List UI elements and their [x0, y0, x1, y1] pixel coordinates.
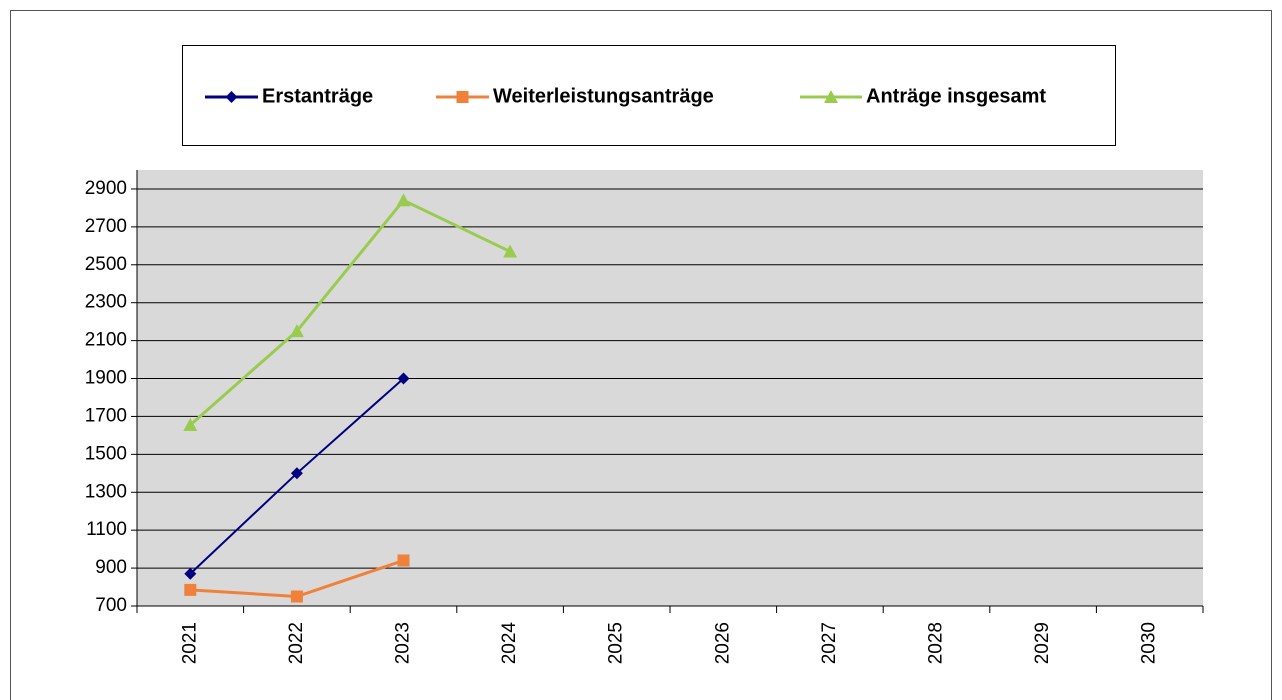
x-tick-label: 2021: [179, 622, 200, 664]
y-tick-label: 1100: [86, 519, 127, 540]
y-tick-label: 2500: [85, 254, 127, 275]
y-tick-label: 1700: [85, 405, 127, 426]
y-tick-label: 900: [95, 557, 127, 578]
data-point: [289, 324, 304, 338]
plot-area: [137, 170, 1203, 606]
y-tick-label: 1900: [85, 368, 127, 389]
y-tick-label: 2300: [85, 292, 127, 313]
data-point: [397, 372, 410, 385]
legend-marker: [456, 91, 469, 103]
x-tick-label: 2026: [712, 622, 733, 664]
y-tick-label: 2700: [85, 216, 127, 237]
y-tick-label: 2100: [85, 330, 127, 351]
y-tick-label: 1300: [85, 481, 127, 502]
x-tick-label: 2023: [393, 622, 414, 664]
legend-label: Erstanträge: [262, 85, 373, 107]
data-point: [396, 193, 411, 207]
x-tick-label: 2024: [499, 622, 520, 665]
data-point: [184, 583, 197, 596]
data-point: [397, 554, 410, 567]
x-tick-label: 2022: [286, 622, 307, 664]
x-tick-label: 2029: [1032, 622, 1053, 664]
legend-marker: [824, 90, 838, 103]
legend-marker: [225, 91, 238, 103]
y-tick-label: 2900: [85, 178, 127, 199]
legend-box: [182, 45, 1116, 146]
data-point: [184, 567, 197, 580]
y-tick-label: 700: [95, 595, 127, 616]
y-tick-label: 1500: [85, 443, 127, 464]
x-tick-label: 2027: [819, 622, 840, 664]
data-point: [503, 244, 518, 258]
legend-label: Weiterleistungsanträge: [493, 85, 714, 107]
x-tick-label: 2025: [606, 622, 627, 664]
legend-label: Anträge insgesamt: [866, 85, 1046, 107]
x-tick-label: 2028: [926, 622, 947, 664]
data-point: [290, 467, 303, 480]
x-tick-label: 2030: [1139, 622, 1160, 664]
series-line: [189, 198, 511, 427]
data-point: [290, 590, 303, 603]
data-point: [183, 417, 198, 431]
